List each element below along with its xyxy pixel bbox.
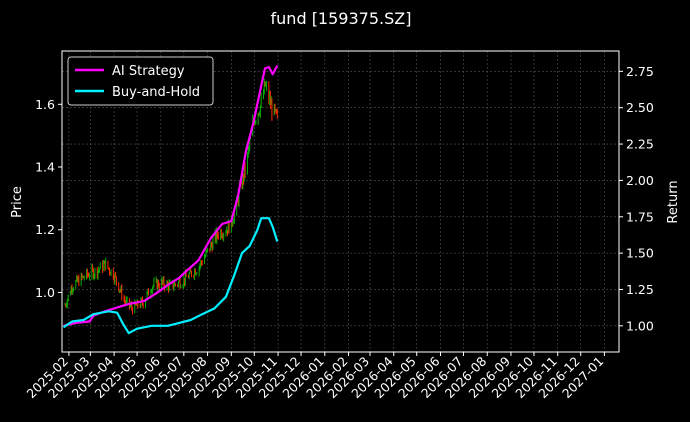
y-left-tick-label: 1.4	[35, 160, 55, 175]
x-axis: 2025-022025-032025-042025-052025-062025-…	[23, 352, 607, 401]
y-left-tick-label: 1.0	[35, 285, 55, 300]
legend-box	[67, 56, 214, 106]
y-right-tick-label: 2.50	[626, 100, 654, 115]
y-right-tick-label: 1.00	[626, 318, 654, 333]
y-left-tick-label: 1.6	[35, 97, 55, 112]
legend-label-buy-and-hold: Buy-and-Hold	[112, 85, 200, 100]
legend: AI Strategy Buy-and-Hold	[67, 56, 214, 106]
y-right-tick-label: 2.75	[626, 64, 654, 79]
y-axis-right: 1.00 1.25 1.50 1.75 2.00 2.25 2.50 2.75	[619, 64, 654, 333]
price-candles	[64, 78, 278, 315]
y-right-tick-label: 1.75	[626, 209, 654, 224]
plot-frame	[61, 50, 620, 353]
legend-label-ai-strategy: AI Strategy	[112, 64, 185, 79]
y-right-tick-label: 1.50	[626, 246, 654, 261]
y-axis-left: 1.0 1.2 1.4 1.6	[35, 97, 62, 300]
series-line-buy-and-hold	[62, 217, 279, 335]
y-axis-left-label: Price	[10, 186, 25, 218]
y-right-tick-label: 1.25	[626, 282, 654, 297]
grid	[62, 51, 619, 352]
y-axis-right-label: Return	[666, 180, 681, 223]
y-right-tick-label: 2.25	[626, 137, 654, 152]
y-right-tick-label: 2.00	[626, 173, 654, 188]
chart-title: fund [159375.SZ]	[271, 9, 412, 28]
series-lines	[62, 64, 279, 335]
y-left-tick-label: 1.2	[35, 222, 55, 237]
